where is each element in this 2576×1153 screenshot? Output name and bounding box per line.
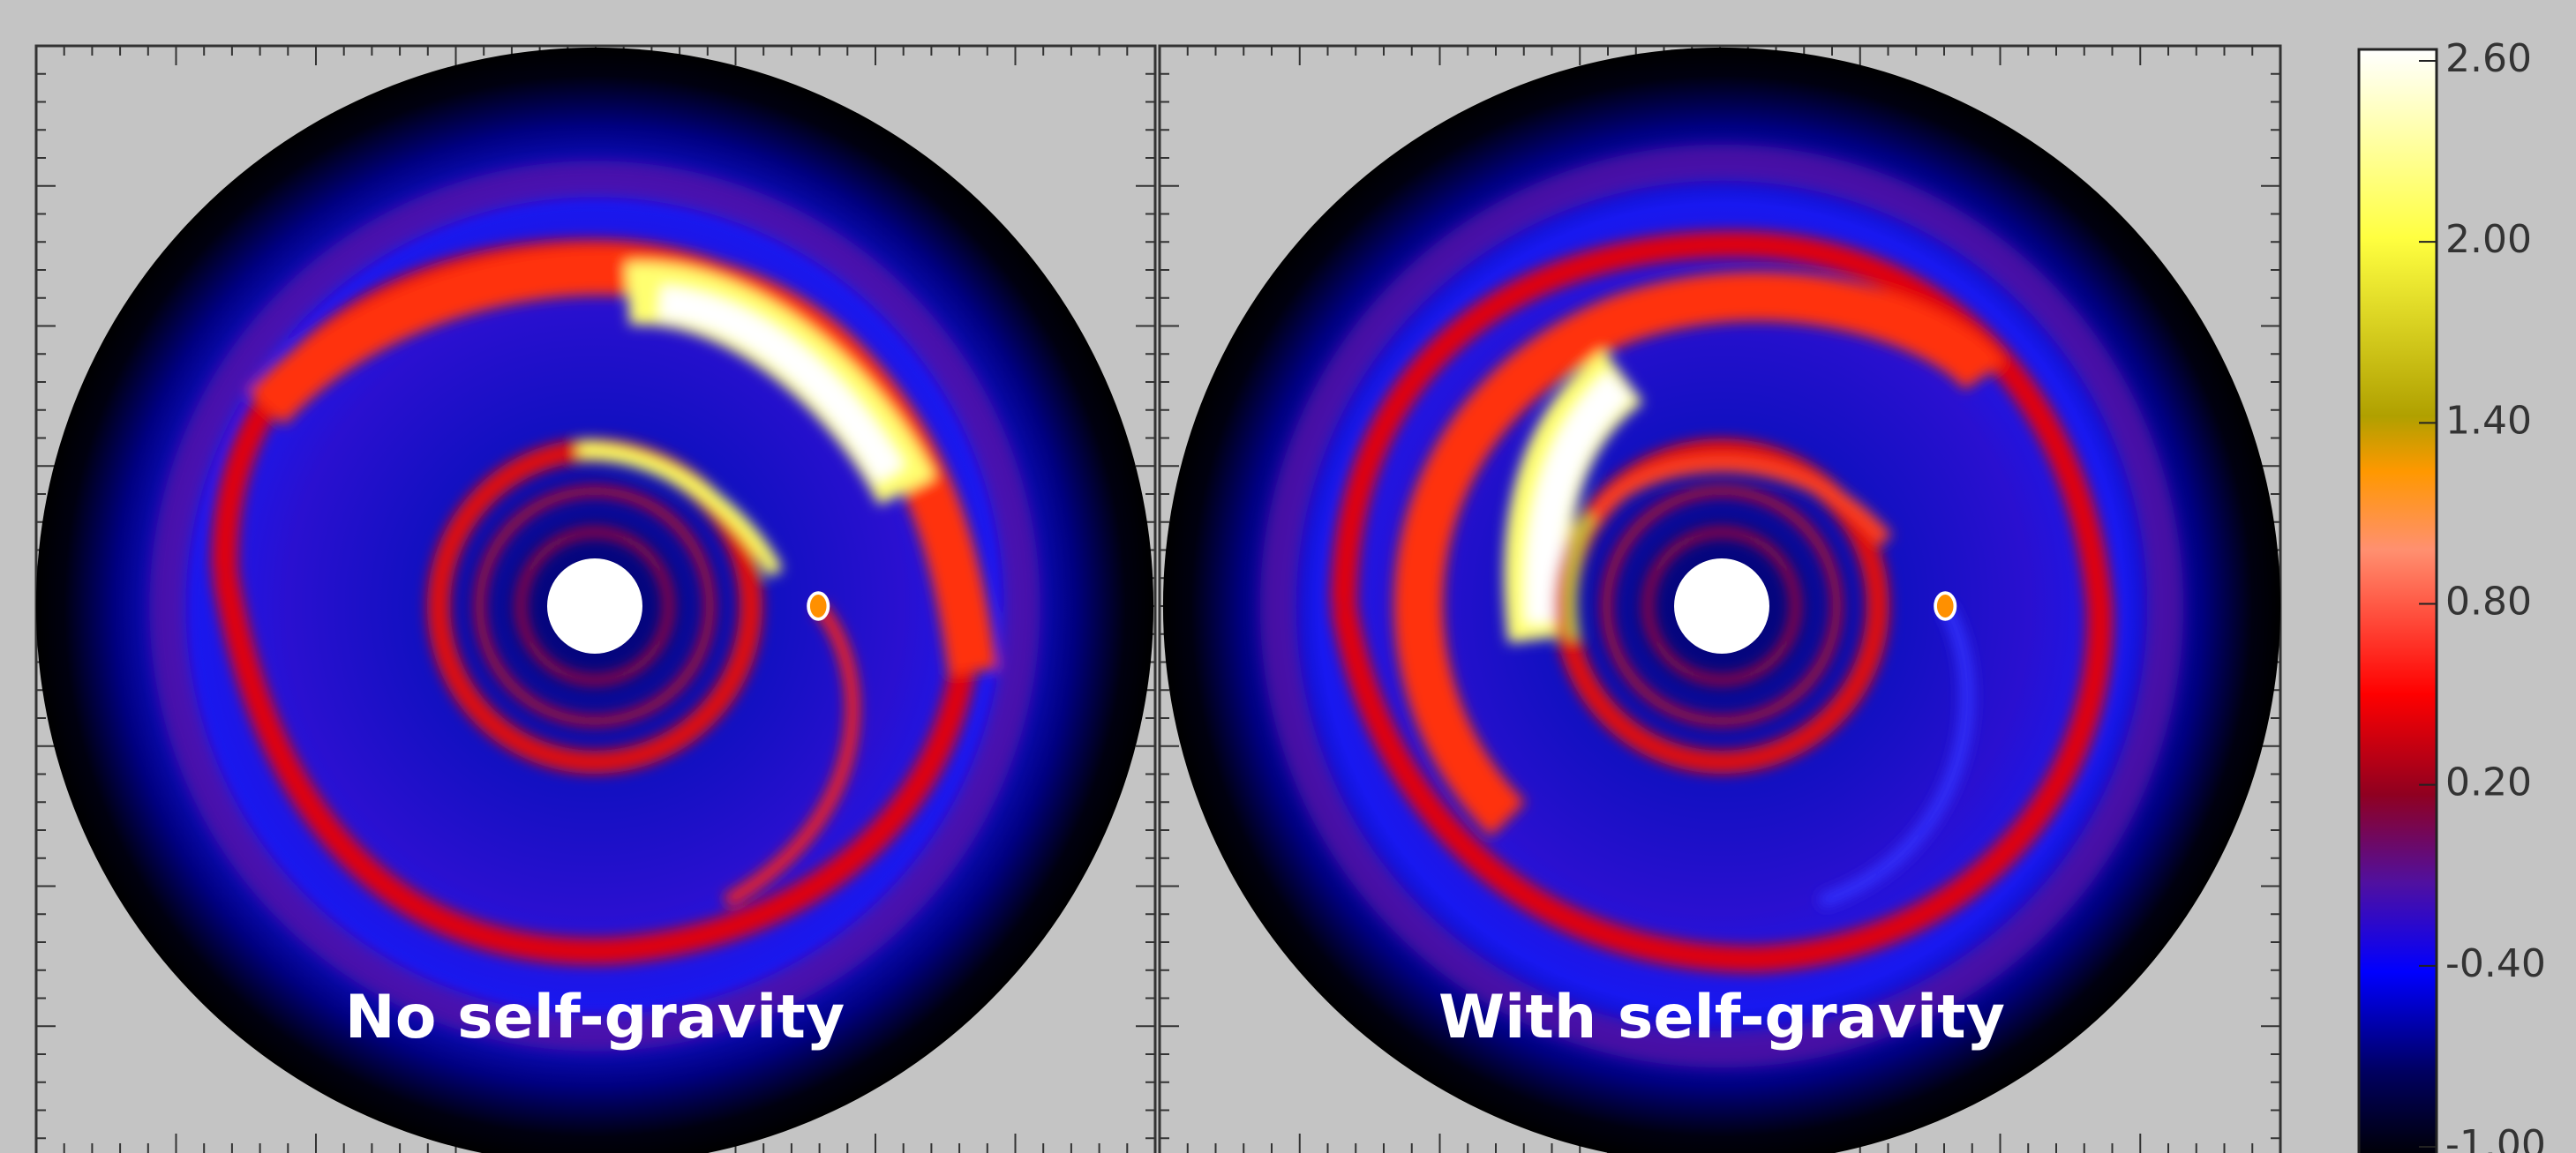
- colorbar-tick-label: 2.00: [2445, 217, 2532, 262]
- page: No self-gravity With self-gravity 2.602.…: [0, 0, 2576, 1153]
- panel-label: No self-gravity: [345, 983, 845, 1052]
- colorbar-tick-label: 0.20: [2445, 760, 2532, 805]
- colorbar-tick-label: -0.40: [2445, 941, 2546, 986]
- colorbar-tick-label: -1.00: [2445, 1122, 2546, 1153]
- colorbar-tick-label: 1.40: [2445, 398, 2532, 443]
- colorbar-tick-label: 2.60: [2445, 36, 2532, 81]
- colorbar-axis: 2.60 2.00 1.40 0.80 0.20 -0.40 -1.00: [2419, 36, 2546, 1153]
- colorbar: [2359, 49, 2437, 1153]
- figure: No self-gravity With self-gravity 2.602.…: [0, 0, 2576, 1153]
- panel-label: With self-gravity: [1438, 983, 2005, 1052]
- colorbar-tick-label: 0.80: [2445, 580, 2532, 625]
